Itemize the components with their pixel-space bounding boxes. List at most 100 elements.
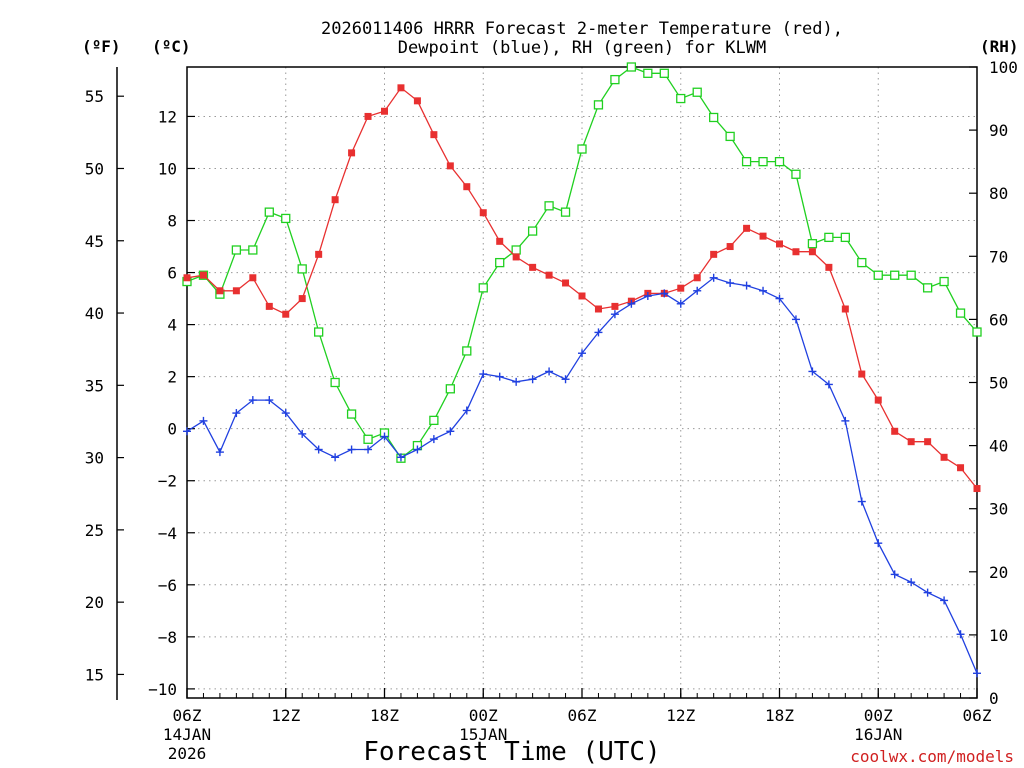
dewpoint-point <box>759 286 768 295</box>
temperature-point <box>891 427 899 435</box>
rh-point <box>906 270 916 280</box>
rh-point <box>922 283 933 293</box>
temperature-point <box>348 149 356 157</box>
fahrenheit-tick-label: 30 <box>85 449 104 468</box>
gridlines <box>187 67 977 698</box>
rh-point <box>758 156 768 167</box>
rh-point <box>429 415 439 426</box>
dewpoint-point <box>841 416 850 425</box>
rh-point <box>890 270 900 280</box>
rh-point <box>741 156 752 167</box>
rh-point <box>248 245 258 255</box>
temperature-point <box>413 97 421 105</box>
temperature-point <box>249 274 257 282</box>
dewpoint-point <box>726 278 735 287</box>
fahrenheit-axis-unit: (ºF) <box>82 37 121 56</box>
rh-point <box>593 100 604 110</box>
dewpoint-point <box>709 273 718 282</box>
temperature-point <box>957 464 965 472</box>
temperature-point <box>726 243 734 251</box>
time-tick-label: 06Z <box>173 706 202 725</box>
temperature-point <box>463 183 471 191</box>
rh-point <box>462 346 472 356</box>
dewpoint-point <box>610 310 619 319</box>
temperature-point <box>759 232 767 240</box>
dewpoint-point <box>331 453 340 462</box>
rh-point <box>264 207 274 217</box>
dewpoint-point <box>808 367 817 376</box>
temperature-point <box>479 209 487 217</box>
dewpoint-point <box>973 669 981 678</box>
dewpoint-point <box>364 445 373 454</box>
fahrenheit-tick-label: 25 <box>85 521 104 540</box>
temperature-point <box>430 131 438 139</box>
temperature-point <box>693 274 701 282</box>
rh-point <box>692 87 702 97</box>
year-tick-label: 2026 <box>168 744 207 763</box>
series-dewpoint <box>183 273 981 678</box>
series-layer <box>182 62 982 678</box>
temperature-point <box>216 287 224 295</box>
dewpoint-point <box>627 299 636 308</box>
rh-tick-label: 20 <box>989 563 1008 582</box>
temperature-point <box>874 396 882 404</box>
dewpoint-point <box>479 370 488 379</box>
temperature-point <box>562 279 570 287</box>
chart-title-line2: Dewpoint (blue), RH (green) for KLWM <box>398 38 766 58</box>
dewpoint-point <box>232 409 241 418</box>
dewpoint-point <box>693 286 702 295</box>
rh-point <box>544 201 554 211</box>
temperature-point <box>825 263 833 271</box>
time-tick-label: 06Z <box>963 706 992 725</box>
celsius-tick-label: 4 <box>167 316 177 335</box>
dewpoint-point <box>660 289 669 298</box>
dewpoint-point <box>413 445 422 454</box>
dewpoint-point <box>923 588 932 597</box>
dewpoint-point <box>528 375 537 384</box>
date-tick-label: 14JAN <box>163 725 211 744</box>
rh-point <box>676 93 686 104</box>
dewpoint-point <box>824 380 833 389</box>
celsius-axis-unit: (ºC) <box>152 37 191 56</box>
temperature-point <box>611 302 619 310</box>
dewpoint-point <box>890 570 899 579</box>
rh-point <box>511 245 521 255</box>
rh-tick-label: 90 <box>989 121 1008 140</box>
time-tick-label: 18Z <box>370 706 399 725</box>
dewpoint-point <box>857 497 866 506</box>
rh-point <box>314 327 324 337</box>
dewpoint-point <box>446 427 455 436</box>
rh-point <box>346 409 357 419</box>
celsius-tick-label: −2 <box>158 472 177 491</box>
rh-point <box>330 377 340 388</box>
temperature-point <box>397 84 405 92</box>
rh-tick-label: 10 <box>989 626 1008 645</box>
rh-point <box>577 144 587 154</box>
time-tick-label: 00Z <box>864 706 893 725</box>
temperature-point <box>496 237 504 245</box>
temperature-point <box>776 240 783 248</box>
rh-point <box>281 213 291 224</box>
rh-point <box>297 264 307 274</box>
rh-tick-label: 60 <box>989 310 1008 329</box>
rh-point <box>527 226 538 236</box>
x-axis-title: Forecast Time (UTC) <box>363 737 660 767</box>
celsius-tick-label: −10 <box>148 680 177 699</box>
dewpoint-point <box>429 435 438 444</box>
temperature-point <box>940 453 948 461</box>
rh-axis: 0 10 20 30 40 50 60 70 80 90 100 <box>969 58 1018 708</box>
rh-point <box>807 239 818 249</box>
time-tick-label: 18Z <box>765 706 794 725</box>
celsius-tick-label: 6 <box>167 264 177 283</box>
celsius-tick-label: 2 <box>167 368 177 387</box>
temperature-point <box>232 287 240 295</box>
temperature-point <box>199 271 207 279</box>
dewpoint-point <box>298 429 307 438</box>
dewpoint-point <box>281 409 290 418</box>
temperature-point <box>265 302 273 310</box>
temperature-point <box>578 292 586 300</box>
dewpoint-point <box>512 377 521 386</box>
dewpoint-point <box>594 328 603 337</box>
fahrenheit-tick-label: 45 <box>85 232 104 251</box>
celsius-axis: −10 −8 −6 −4 −2 0 2 4 6 8 10 12 <box>148 107 195 699</box>
